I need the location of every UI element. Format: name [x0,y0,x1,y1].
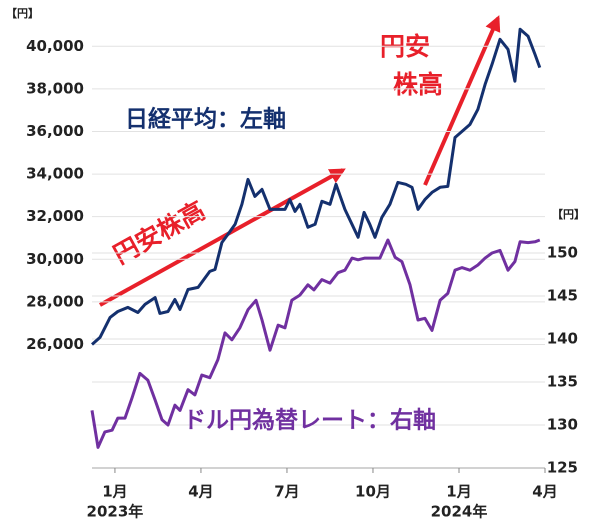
year-label: 2023年 [87,503,144,521]
arrow [423,15,501,186]
y-tick-label: 40,000 [26,37,84,55]
y2-tick-label: 125 [547,459,578,477]
series-line [90,238,541,449]
series-line [91,27,542,346]
y2-tick-label: 145 [547,286,578,304]
y2-tick-label: 135 [547,372,578,390]
arrow [99,168,346,307]
x-tick-label: 4月 [532,483,557,501]
year-label: 2024年 [431,503,488,521]
y-tick-label: 28,000 [26,292,84,310]
y-unit-label: 【円】 [6,7,39,20]
series-label: ドル円為替レート：右軸 [183,407,436,434]
y-tick-label: 34,000 [26,165,84,183]
y2-tick-label: 150 [547,243,578,261]
y-tick-label: 38,000 [26,79,84,97]
series-label: 日経平均：左軸 [125,106,286,133]
annotation: 株高 [393,70,443,99]
y-tick-label: 32,000 [26,207,84,225]
y2-tick-label: 130 [547,415,578,433]
annotation: 円安株高 [109,196,211,270]
y-tick-label: 36,000 [26,122,84,140]
x-tick-label: 10月 [355,483,391,501]
x-tick-label: 4月 [188,483,213,501]
x-tick-label: 7月 [274,483,299,501]
y2-unit-label: 【円】 [552,208,585,221]
y2-tick-label: 140 [547,329,578,347]
x-tick-label: 1月 [446,483,471,501]
x-tick-label: 1月 [102,483,127,501]
y-tick-label: 30,000 [26,250,84,268]
y-tick-label: 26,000 [26,335,84,353]
